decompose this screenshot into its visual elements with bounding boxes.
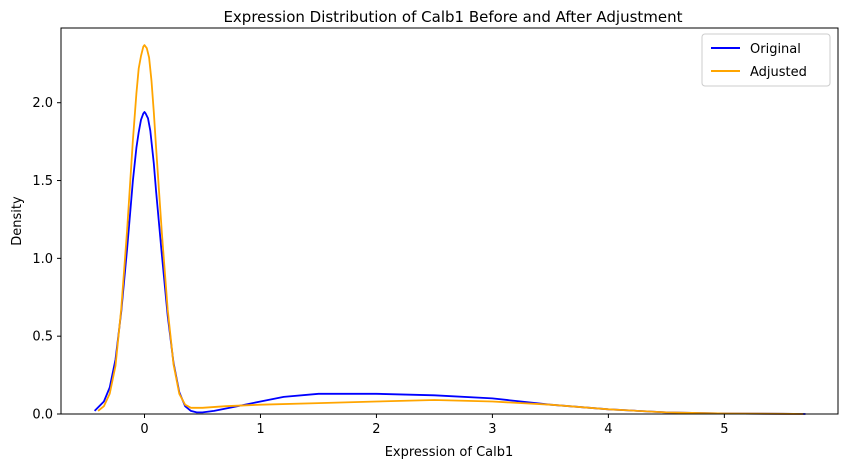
- curves: [93, 44, 806, 415]
- x-tick-label: 3: [488, 422, 496, 437]
- x-tick-label: 4: [604, 422, 612, 437]
- series-line-original: [93, 111, 806, 415]
- y-axis-label: Density: [10, 196, 25, 246]
- y-axis-ticks: 0.0 0.5 1.0 1.5 2.0: [32, 96, 61, 423]
- x-tick-label: 2: [372, 422, 380, 437]
- x-axis-ticks: 0 1 2 3 4 5: [140, 414, 728, 437]
- series-line-adjusted: [97, 44, 804, 415]
- y-tick-label: 1.0: [32, 252, 53, 267]
- legend: Original Adjusted: [701, 33, 831, 87]
- legend-label-adjusted: Adjusted: [750, 65, 807, 80]
- x-tick-label: 5: [720, 422, 728, 437]
- y-tick-label: 2.0: [32, 96, 53, 111]
- x-axis-label: Expression of Calb1: [385, 445, 514, 460]
- x-tick-label: 1: [256, 422, 264, 437]
- x-tick-label: 0: [140, 422, 148, 437]
- y-tick-label: 1.5: [32, 174, 53, 189]
- y-tick-label: 0.5: [32, 330, 53, 345]
- y-tick-label: 0.0: [32, 408, 53, 423]
- chart-title: Expression Distribution of Calb1 Before …: [223, 8, 682, 26]
- legend-label-original: Original: [750, 42, 801, 57]
- plot-frame: [60, 27, 839, 415]
